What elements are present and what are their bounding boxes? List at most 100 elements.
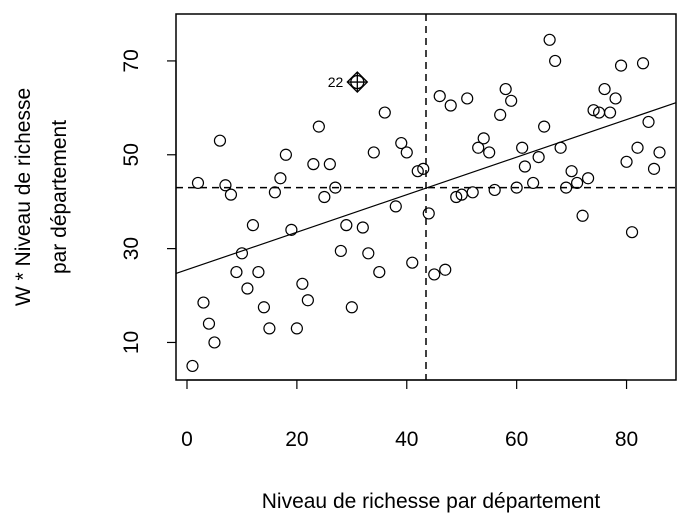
data-point [389,200,402,213]
data-point [208,336,221,349]
data-point [477,132,490,145]
data-point [433,90,446,103]
data-point [527,176,540,190]
data-point [268,186,282,199]
data-point [565,165,578,178]
data-point [285,223,298,236]
data-point [191,176,205,190]
data-point [653,146,666,159]
data-point [307,158,320,171]
data-point [549,54,562,68]
data-point [241,282,254,295]
data-point [367,146,380,159]
y-tick-label: 70 [120,49,143,72]
data-point [494,108,507,121]
x-tick-label: 0 [181,428,193,451]
y-axis-title-line2: par département [48,120,71,274]
data-point [312,120,325,133]
data-point [224,188,238,201]
data-point [538,120,551,133]
x-axis: 0 20 40 60 80 [181,379,638,451]
y-axis-title-line1: W * Niveau de richesse [12,88,35,306]
data-point [576,209,589,222]
data-point [642,115,655,129]
data-point [598,82,611,96]
data-point [202,317,216,330]
data-point [213,134,227,147]
data-point [428,268,441,281]
data-point [647,162,661,175]
data-point [378,106,391,119]
data-point [450,190,463,204]
x-tick-label: 60 [505,428,528,451]
data-point [625,226,639,239]
data-point [422,207,435,220]
y-tick-label: 10 [120,331,143,354]
data-point [197,296,210,309]
data-point [472,141,485,154]
highlight-point-cross [347,72,368,93]
data-point [257,301,271,314]
chart-marks: 22 [175,14,677,380]
data-point [636,57,650,70]
data-point [417,162,430,175]
data-point [609,92,622,105]
data-point [560,181,573,194]
data-point [263,322,276,335]
x-axis-title: Niveau de richesse par département [262,490,601,513]
data-point [603,106,617,119]
data-point [345,301,358,314]
data-point [296,277,309,290]
data-point [329,181,342,194]
data-point [279,148,292,161]
highlight-point-label: 22 [328,74,344,90]
data-point [235,247,249,260]
data-point [488,183,501,197]
data-point [323,158,336,171]
data-point [587,104,600,117]
data-point [444,99,457,112]
data-point [301,294,314,307]
data-point [631,141,644,154]
data-point [516,141,529,154]
data-point [230,265,243,279]
data-point [356,221,369,234]
data-point [318,190,331,204]
data-point [439,263,452,276]
data-point [532,151,545,164]
data-point [274,172,287,185]
data-point [483,146,496,159]
data-point [466,186,479,199]
data-point [252,265,265,279]
data-point [505,94,518,107]
data-point [518,160,532,173]
data-point [581,172,595,185]
highlight-point-diamond [346,71,369,93]
data-point [400,146,413,159]
data-point [186,359,199,373]
data-point [340,219,353,232]
x-tick-label: 40 [395,428,418,451]
data-point [543,33,556,46]
data-point [510,181,523,194]
y-axis-title: W * Niveau de richesse par département [12,88,71,306]
y-tick-label: 30 [120,237,143,260]
x-tick-label: 80 [615,428,638,451]
data-point [290,322,303,335]
data-point [219,179,232,192]
regression-line [175,102,677,275]
data-point [461,92,474,105]
data-point [614,59,628,72]
data-point [499,82,512,96]
data-point [373,265,386,279]
data-point [334,244,347,258]
y-axis: 10 30 50 70 [120,49,177,354]
data-point [246,219,260,232]
data-point [570,176,584,190]
data-point [411,165,424,178]
data-point [395,136,408,150]
data-point [362,247,375,260]
data-point [620,155,633,168]
y-tick-label: 50 [120,143,143,166]
